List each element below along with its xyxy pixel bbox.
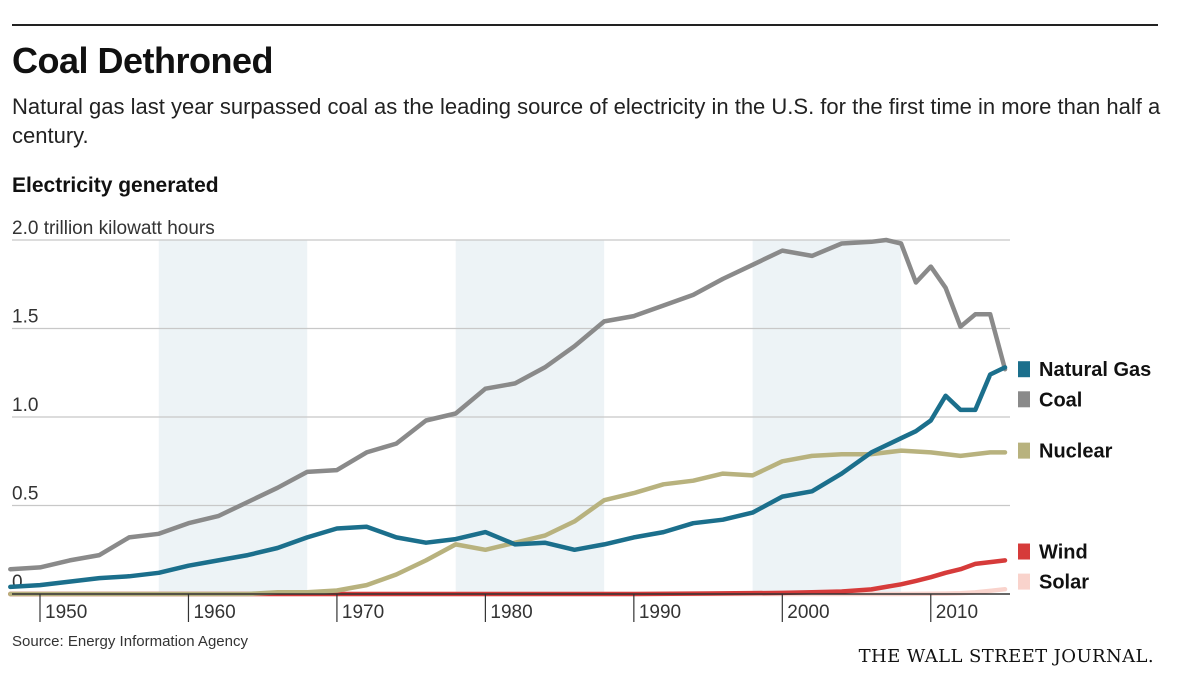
legend-swatch-wind [1018,543,1030,560]
x-tick-label: 1990 [639,602,681,623]
legend-label-solar: Solar [1039,572,1089,594]
x-tick-label: 2010 [936,602,978,623]
chart-title: Coal Dethroned [12,40,274,81]
publisher-logo: THE WALL STREET JOURNAL. [858,646,1154,667]
section-label: Electricity generated [12,174,219,197]
series-line-coal [8,237,1008,572]
chart-subtitle: Natural gas last year surpassed coal as … [12,94,1161,148]
x-tick-label: 1970 [342,602,384,623]
source-note: Source: Energy Information Agency [12,633,248,650]
y-tick-label: 2.0 trillion kilowatt hours [12,218,215,239]
x-tick-label: 1950 [45,602,87,623]
legend-swatch-nuclear [1018,442,1030,459]
legend-swatch-coal [1018,391,1030,408]
top-rule [12,24,1158,26]
legend: Natural Gas Coal Nuclear Wind Solar [1018,359,1151,594]
legend-swatch-solar [1018,573,1030,590]
line-chart: 2.0 trillion kilowatt hours 1.5 1.0 0.5 0 19… [8,218,1151,623]
legend-swatch-natural-gas [1018,361,1030,378]
y-axis-ticks: 2.0 trillion kilowatt hours 1.5 1.0 0.5 0 [12,218,215,593]
x-tick-label: 2000 [787,602,829,623]
y-tick-label: 1.5 [12,307,38,328]
y-tick-label: 1.0 [12,395,38,416]
x-axis: 1950 1960 1970 1980 1990 2000 2010 [12,593,1010,623]
legend-label-nuclear: Nuclear [1039,441,1113,463]
x-tick-label: 1980 [490,602,532,623]
y-tick-label: 0 [12,572,23,593]
legend-label-natural-gas: Natural Gas [1039,359,1151,381]
legend-label-wind: Wind [1039,542,1088,564]
legend-label-coal: Coal [1039,389,1082,411]
y-tick-label: 0.5 [12,484,38,505]
series-line-natural-gas [8,365,1008,590]
gridlines [12,239,1010,507]
x-tick-label: 1960 [193,602,235,623]
